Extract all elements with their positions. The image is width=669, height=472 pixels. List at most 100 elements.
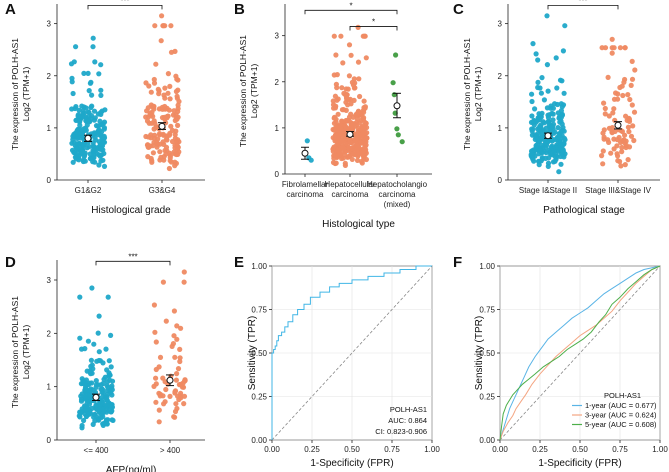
legend-entry: 3-year (AUC = 0.624)	[585, 411, 657, 420]
data-point	[354, 157, 361, 163]
x-tick-label: Stage I&Stage II	[519, 186, 577, 195]
data-point	[171, 308, 177, 314]
y-tick-label: 0.50	[251, 349, 267, 358]
data-point	[552, 154, 558, 160]
data-point	[143, 114, 149, 120]
data-point	[625, 92, 631, 98]
x-axis-title: Pathological stage	[543, 205, 625, 216]
data-point	[602, 111, 608, 117]
data-point	[339, 150, 345, 156]
data-point	[359, 131, 365, 137]
mean-marker	[393, 102, 401, 110]
roc-curve-1	[499, 265, 661, 441]
data-point	[81, 110, 87, 116]
data-point	[109, 378, 116, 384]
data-point	[101, 119, 108, 125]
data-point	[536, 162, 542, 168]
roc-curve-3	[499, 265, 661, 441]
x-tick-label: carcinoma	[287, 190, 324, 199]
data-point	[350, 82, 356, 88]
data-point	[156, 88, 162, 94]
data-point	[626, 129, 632, 135]
data-point	[82, 346, 88, 352]
data-point	[145, 134, 152, 140]
data-point	[175, 87, 181, 93]
data-point	[545, 115, 552, 121]
mean-marker	[84, 134, 92, 142]
data-point	[173, 112, 179, 118]
data-point	[611, 45, 617, 51]
data-point	[97, 407, 103, 413]
data-point	[331, 33, 337, 39]
data-point	[88, 357, 94, 363]
data-point	[550, 105, 557, 111]
data-point	[333, 119, 339, 125]
data-point	[308, 157, 314, 163]
data-point	[539, 134, 546, 140]
data-point	[346, 42, 353, 48]
data-point	[97, 118, 103, 124]
y-axis-subtitle: Log2 (TPM+1)	[249, 64, 259, 119]
data-point	[96, 127, 103, 133]
x-tick-label: 0.25	[304, 445, 320, 454]
data-point	[533, 119, 539, 125]
legend-text: POLH-AS1	[390, 405, 427, 414]
data-point	[529, 98, 535, 105]
data-point	[177, 355, 183, 361]
data-point	[163, 318, 169, 324]
data-point	[355, 24, 361, 30]
data-point	[162, 116, 168, 122]
mean-marker	[166, 376, 174, 384]
data-point	[108, 364, 114, 370]
data-point	[78, 398, 85, 404]
data-point	[334, 140, 341, 146]
data-point	[629, 76, 636, 82]
data-point	[346, 145, 352, 151]
data-point	[96, 162, 102, 168]
panel-d: D 0 1 2 3 The expression of POLH-AS1 Log2 (TPM…	[5, 252, 205, 472]
data-point	[622, 45, 628, 51]
data-point	[615, 153, 621, 159]
data-point	[152, 120, 158, 127]
data-point	[160, 279, 166, 285]
data-point	[331, 72, 337, 78]
data-point	[550, 111, 556, 117]
data-point	[172, 117, 178, 124]
data-point	[631, 137, 637, 144]
data-point	[107, 402, 113, 408]
data-point	[77, 118, 83, 124]
data-point	[602, 105, 608, 112]
data-point	[160, 139, 166, 145]
data-point	[110, 417, 116, 423]
data-point	[82, 404, 88, 410]
data-point	[601, 136, 607, 142]
data-point	[85, 109, 91, 115]
points-1	[76, 285, 116, 431]
x-tick-label: 0.00	[492, 445, 508, 454]
significance-label: ***	[120, 0, 129, 5]
data-point	[335, 147, 341, 153]
data-point	[95, 417, 102, 423]
data-point	[538, 112, 544, 118]
y-tick-label: 0.00	[251, 436, 267, 445]
data-point	[617, 158, 623, 165]
y-axis-subtitle: Log2 (TPM+1)	[473, 67, 483, 122]
data-point	[552, 158, 558, 164]
data-point	[166, 165, 172, 172]
data-point	[562, 23, 568, 29]
data-point	[600, 148, 606, 154]
data-point	[343, 95, 350, 101]
data-point	[87, 151, 93, 157]
data-point	[608, 150, 614, 156]
data-point	[529, 113, 535, 119]
data-point	[181, 393, 188, 399]
data-point	[174, 140, 180, 146]
data-point	[153, 399, 159, 405]
y-axis-title: The expression of POLH-AS1	[462, 38, 472, 150]
data-point	[98, 92, 104, 98]
data-point	[619, 149, 625, 155]
data-point	[157, 149, 163, 155]
data-point	[70, 159, 76, 165]
panel-c: C 0 1 2 3 The expression of POLH-AS1 Log2 (TPM…	[453, 0, 660, 216]
